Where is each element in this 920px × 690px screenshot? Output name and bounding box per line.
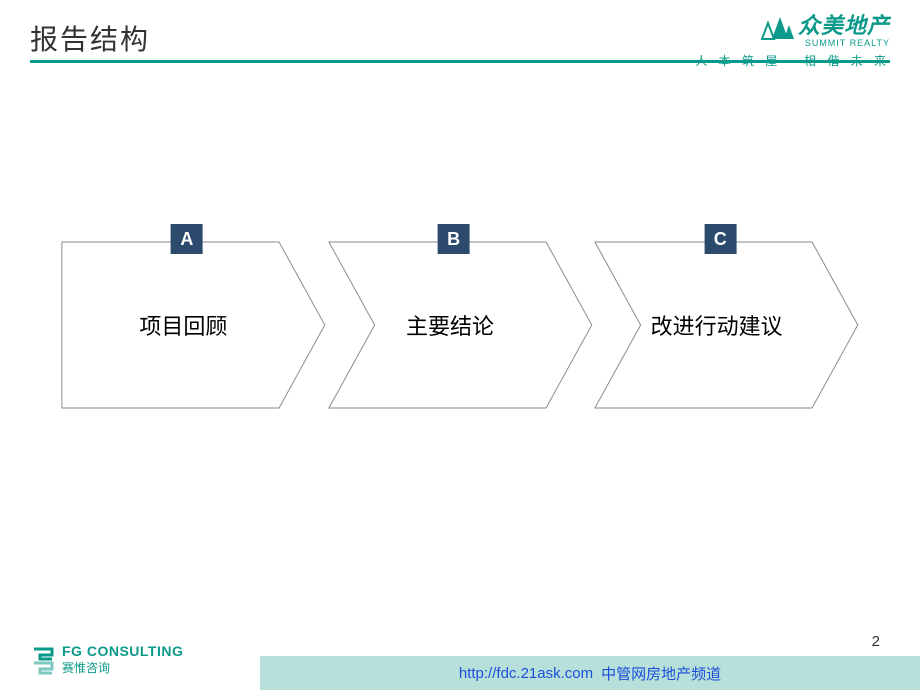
header-divider bbox=[30, 60, 890, 63]
step-label: 改进行动建议 bbox=[593, 240, 860, 410]
flow-diagram: A 项目回顾 B 主要结论 C 改进行动建议 bbox=[60, 240, 860, 410]
flow-step-a: A 项目回顾 bbox=[60, 240, 327, 410]
footer-url-label: 中管网房地产频道 bbox=[601, 663, 721, 684]
logo-sub: SUMMIT REALTY bbox=[798, 38, 890, 48]
flow-step-c: C 改进行动建议 bbox=[593, 240, 860, 410]
flow-step-b: B 主要结论 bbox=[327, 240, 594, 410]
page-number: 2 bbox=[872, 633, 880, 650]
logo-name: 众美地产 bbox=[798, 13, 890, 38]
footer-brand-cn: 赛惟咨询 bbox=[62, 659, 183, 676]
footer-url[interactable]: http://fdc.21ask.com bbox=[459, 665, 593, 682]
footer-logo-icon bbox=[30, 645, 56, 675]
footer-brand-en: FG CONSULTING bbox=[62, 643, 183, 659]
step-label: 项目回顾 bbox=[60, 240, 327, 410]
step-label: 主要结论 bbox=[327, 240, 594, 410]
footer-brand: FG CONSULTING 赛惟咨询 bbox=[30, 643, 183, 676]
logo-icon bbox=[760, 15, 794, 41]
footer-bar: http://fdc.21ask.com 中管网房地产频道 bbox=[260, 656, 920, 690]
